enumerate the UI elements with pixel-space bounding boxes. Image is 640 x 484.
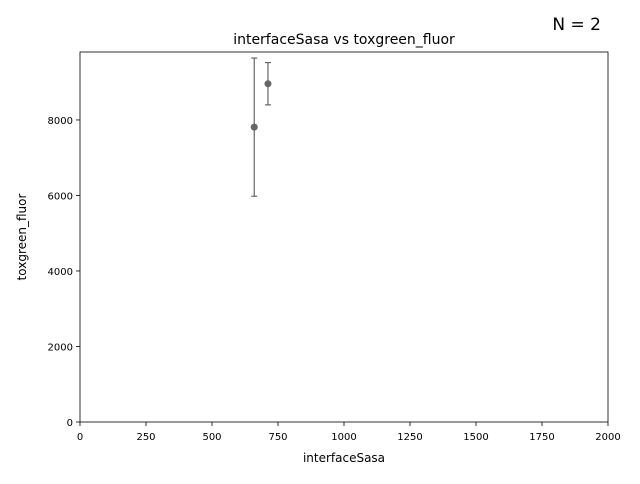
x-tick-label: 1750 bbox=[529, 432, 554, 443]
plot-frame bbox=[79, 51, 609, 423]
data-point bbox=[264, 80, 272, 88]
axis-ticks: 0 250 500 750 1000 1250 1500 1750 2000 0 2000 4000 6… bbox=[48, 116, 621, 443]
y-tick-label: 8000 bbox=[48, 116, 73, 127]
y-tick-label: 6000 bbox=[48, 191, 73, 202]
x-tick-label: 2000 bbox=[595, 432, 620, 443]
sample-size-annotation: N = 2 bbox=[552, 15, 601, 35]
data-marks bbox=[250, 57, 272, 197]
data-point bbox=[250, 123, 258, 131]
y-tick-label: 4000 bbox=[48, 267, 73, 278]
y-axis-label: toxgreen_fluor bbox=[15, 194, 29, 281]
y-tick-label: 2000 bbox=[48, 342, 73, 353]
x-tick-label: 0 bbox=[77, 432, 83, 443]
x-tick-label: 250 bbox=[136, 432, 155, 443]
y-tick-label: 0 bbox=[67, 418, 73, 429]
x-tick-label: 750 bbox=[268, 432, 287, 443]
x-axis-label: interfaceSasa bbox=[303, 451, 385, 465]
x-tick-label: 1000 bbox=[331, 432, 356, 443]
chart-title: interfaceSasa vs toxgreen_fluor bbox=[233, 32, 455, 48]
x-tick-label: 500 bbox=[202, 432, 221, 443]
x-tick-label: 1250 bbox=[397, 432, 422, 443]
x-tick-label: 1500 bbox=[463, 432, 488, 443]
